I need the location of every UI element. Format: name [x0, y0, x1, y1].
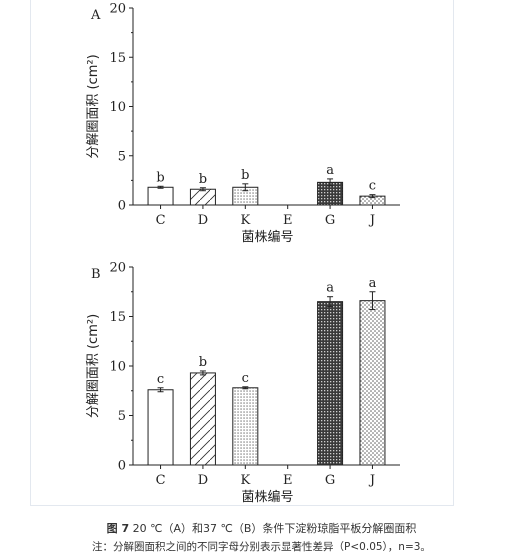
x-tick-label: J [368, 213, 375, 228]
x-tick-label: G [325, 213, 335, 228]
x-tick-label: K [240, 213, 250, 228]
figure-number: 图 7 [106, 522, 130, 535]
y-tick-label: 5 [118, 149, 126, 164]
y-tick-label: 15 [109, 310, 126, 325]
y-tick-label: 0 [118, 199, 126, 214]
significance-label: b [156, 170, 164, 185]
bar [147, 389, 174, 466]
bar [232, 387, 259, 466]
x-tick-label: E [283, 213, 293, 228]
x-tick-label: D [198, 473, 208, 488]
y-tick-label: 15 [109, 51, 126, 66]
figure-title: 20 ℃（A）和37 ℃（B）条件下淀粉琼脂平板分解圈面积 [132, 522, 417, 535]
x-axis-label: 菌株编号 [241, 490, 293, 505]
bar [317, 301, 344, 466]
y-tick-label: 0 [118, 459, 126, 474]
significance-label: b [241, 168, 249, 183]
y-tick-label: 10 [109, 100, 126, 115]
bar-charts: 0 5 10 15 20 A 分解圈面积 (cm²) 菌株编号 Cb Db Kb E Ga Jc 0 5 10… [86, 2, 400, 505]
panel-label: B [91, 267, 101, 282]
panel-a: 0 5 10 15 20 A 分解圈面积 (cm²) 菌株编号 Cb Db Kb E Ga Jc [86, 2, 400, 245]
significance-label: a [369, 276, 377, 291]
significance-label: a [326, 281, 334, 296]
significance-label: c [157, 372, 164, 387]
x-tick-label: K [240, 473, 250, 488]
bar [189, 188, 216, 206]
x-tick-label: G [325, 473, 335, 488]
y-tick-label: 5 [118, 409, 126, 424]
panel-b: 0 5 10 15 20 B 分解圈面积 (cm²) 菌株编号 Cc Db Kc E Ga Ja [86, 261, 400, 505]
significance-label: b [199, 355, 207, 370]
figure-note: 注：分解圈面积之间的不同字母分别表示显著性差异（P<0.05），n=3。 [92, 541, 431, 553]
significance-label: b [199, 172, 207, 187]
y-tick-label: 20 [109, 261, 126, 276]
bar [189, 372, 216, 466]
figure-caption: 图 7 20 ℃（A）和37 ℃（B）条件下淀粉琼脂平板分解圈面积 [0, 520, 523, 536]
bar [147, 186, 174, 206]
x-tick-label: C [156, 213, 166, 228]
x-axis-label: 菌株编号 [241, 230, 293, 245]
significance-label: a [326, 163, 334, 178]
x-tick-label: E [283, 473, 293, 488]
x-tick-label: D [198, 213, 208, 228]
bar [359, 300, 386, 466]
y-axis-label: 分解圈面积 (cm²) [86, 314, 101, 418]
x-tick-label: C [156, 473, 166, 488]
y-axis-label: 分解圈面积 (cm²) [86, 54, 101, 158]
y-tick-label: 20 [109, 2, 126, 17]
significance-label: c [369, 179, 376, 194]
x-tick-label: J [368, 473, 375, 488]
panel-label: A [90, 8, 101, 23]
significance-label: c [242, 371, 249, 386]
y-tick-label: 10 [109, 360, 126, 375]
